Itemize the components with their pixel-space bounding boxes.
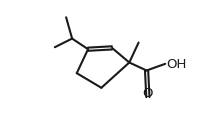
Text: O: O — [143, 87, 153, 100]
Text: OH: OH — [166, 58, 186, 71]
